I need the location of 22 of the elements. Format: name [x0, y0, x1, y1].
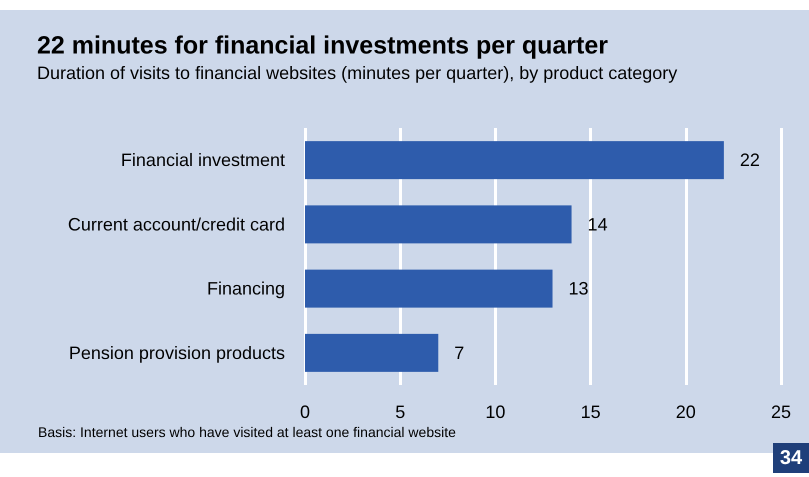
- data-label: 14: [588, 214, 608, 234]
- data-label: 7: [454, 342, 464, 363]
- y-tick-label: Pension provision products: [68, 342, 285, 363]
- x-tick-label: 15: [580, 402, 601, 422]
- x-tick-label: 0: [300, 402, 310, 422]
- bar: [305, 334, 438, 372]
- x-tick-label: 5: [395, 402, 406, 422]
- text: Basis: Internet users who have visited at least one financial website: [38, 424, 456, 440]
- data-label: 13: [568, 278, 589, 299]
- chart-subtitle: Duration of visits to financial websites (minutes per quarter), by product category: [37, 63, 678, 83]
- y-tick-label: Financial investment: [120, 150, 285, 170]
- bar: [305, 270, 553, 308]
- bar: [305, 141, 724, 180]
- x-tick-label: 25: [770, 402, 792, 422]
- y-tick-label: Financing: [206, 278, 285, 299]
- data-label: 22: [740, 150, 760, 170]
- x-tick-label: 10: [485, 402, 506, 422]
- chart-title: 22 minutes for financial investments per quarter: [37, 32, 608, 60]
- y-tick-label: Current account/credit card: [68, 214, 285, 234]
- text: 34: [780, 447, 803, 469]
- x-tick-label: 20: [676, 402, 696, 422]
- bar: [305, 205, 572, 244]
